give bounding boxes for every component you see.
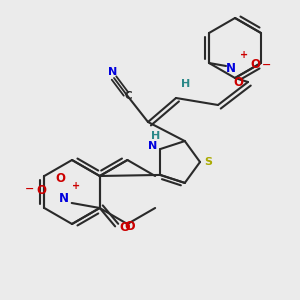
Text: S: S <box>204 157 212 167</box>
Text: O: O <box>37 184 47 196</box>
Text: C: C <box>124 91 132 101</box>
Text: −: − <box>262 60 272 70</box>
Text: H: H <box>182 79 190 89</box>
Text: N: N <box>226 61 236 74</box>
Text: O: O <box>233 76 243 89</box>
Text: N: N <box>108 67 118 77</box>
Text: O: O <box>120 221 130 234</box>
Text: O: O <box>250 58 260 71</box>
Text: −: − <box>25 184 34 194</box>
Text: O: O <box>124 220 135 232</box>
Text: H: H <box>152 131 160 141</box>
Text: N: N <box>148 141 157 151</box>
Text: +: + <box>240 50 248 60</box>
Text: N: N <box>59 191 69 205</box>
Text: O: O <box>56 172 66 184</box>
Text: +: + <box>72 181 80 191</box>
